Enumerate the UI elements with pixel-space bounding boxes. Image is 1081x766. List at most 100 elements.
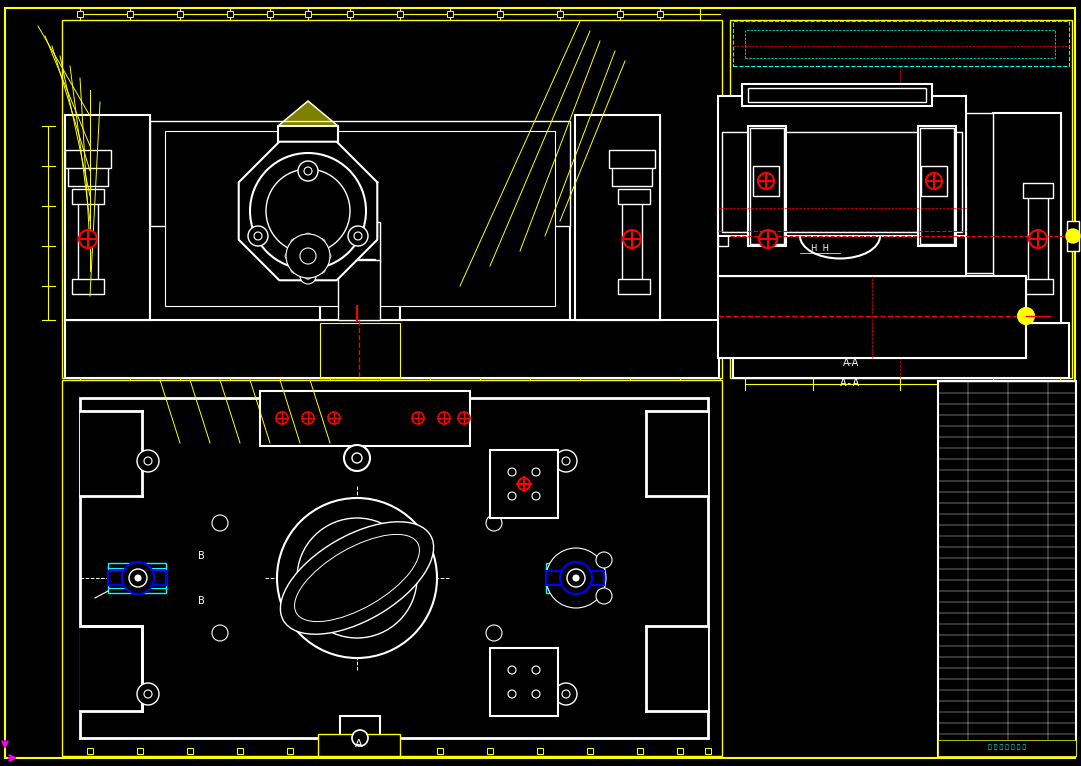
Circle shape [508, 690, 516, 698]
Bar [261, 391, 470, 446]
Circle shape [486, 625, 502, 641]
Bar [335, 222, 381, 262]
Circle shape [532, 666, 540, 674]
Bar [753, 279, 783, 294]
Bar [718, 276, 1026, 358]
Bar [497, 11, 503, 17]
Circle shape [322, 543, 392, 613]
Circle shape [532, 492, 540, 500]
Bar [237, 748, 243, 754]
Bar [397, 11, 403, 17]
Bar [993, 113, 1060, 323]
Circle shape [555, 450, 577, 472]
Bar [108, 571, 166, 585]
Bar [437, 748, 443, 754]
Circle shape [344, 445, 370, 471]
Circle shape [1029, 230, 1047, 248]
Text: A-A: A-A [843, 358, 859, 368]
Text: A-A: A-A [840, 378, 860, 388]
Circle shape [758, 173, 774, 189]
Circle shape [458, 412, 470, 424]
Bar [587, 748, 593, 754]
Bar [320, 262, 400, 320]
Bar [753, 183, 783, 198]
Bar [387, 748, 393, 754]
Text: H  H: H H [811, 244, 829, 253]
Bar [490, 450, 558, 518]
Bar [400, 125, 570, 320]
Bar [62, 20, 722, 378]
Circle shape [137, 683, 159, 705]
Bar [187, 748, 193, 754]
Bar [337, 748, 343, 754]
Bar [718, 186, 966, 276]
Bar [733, 323, 1069, 378]
Bar [718, 216, 728, 246]
Circle shape [573, 575, 579, 581]
Circle shape [137, 450, 159, 472]
Text: www.archcad.com: www.archcad.com [308, 427, 471, 445]
Bar [609, 150, 655, 168]
Bar [705, 748, 711, 754]
Circle shape [291, 267, 297, 273]
Bar [305, 11, 311, 17]
Bar [546, 571, 604, 585]
Polygon shape [278, 101, 338, 126]
Bar [65, 320, 719, 378]
Bar [618, 279, 650, 294]
Circle shape [1018, 308, 1035, 324]
Text: B: B [198, 551, 204, 561]
Circle shape [555, 683, 577, 705]
Bar [733, 323, 1069, 378]
Circle shape [212, 515, 228, 531]
Bar [750, 128, 784, 244]
Bar [813, 273, 993, 323]
Circle shape [297, 518, 417, 638]
Circle shape [248, 226, 268, 246]
Circle shape [298, 161, 318, 181]
Bar [65, 320, 719, 378]
Bar [1028, 196, 1047, 286]
Ellipse shape [294, 535, 419, 621]
Bar [622, 196, 642, 286]
Bar [341, 259, 375, 274]
Bar [750, 128, 784, 244]
Bar [86, 748, 93, 754]
Bar [78, 196, 98, 286]
Circle shape [596, 552, 612, 568]
Bar [748, 126, 786, 246]
Bar [920, 128, 955, 244]
Bar [546, 563, 604, 593]
Bar [918, 126, 956, 246]
Bar [748, 88, 926, 102]
Bar [227, 11, 233, 17]
Bar [318, 734, 400, 756]
Bar [745, 113, 813, 323]
Bar [657, 11, 663, 17]
Bar [278, 126, 338, 166]
Bar [65, 150, 111, 168]
Bar [65, 115, 150, 320]
Circle shape [79, 230, 97, 248]
Bar [267, 11, 273, 17]
Bar [347, 11, 353, 17]
Bar [65, 115, 150, 320]
Circle shape [508, 492, 516, 500]
Circle shape [596, 588, 612, 604]
Bar [722, 132, 962, 232]
Bar [537, 748, 543, 754]
Bar [72, 189, 104, 204]
Circle shape [508, 666, 516, 674]
Bar [320, 323, 400, 378]
Circle shape [562, 457, 570, 465]
Bar [575, 115, 660, 320]
Circle shape [352, 453, 362, 463]
Circle shape [518, 478, 530, 490]
Circle shape [546, 548, 606, 608]
Circle shape [277, 498, 437, 658]
Circle shape [759, 230, 777, 248]
Bar [137, 748, 143, 754]
Bar [637, 748, 643, 754]
Bar [617, 11, 623, 17]
Bar [575, 115, 660, 320]
